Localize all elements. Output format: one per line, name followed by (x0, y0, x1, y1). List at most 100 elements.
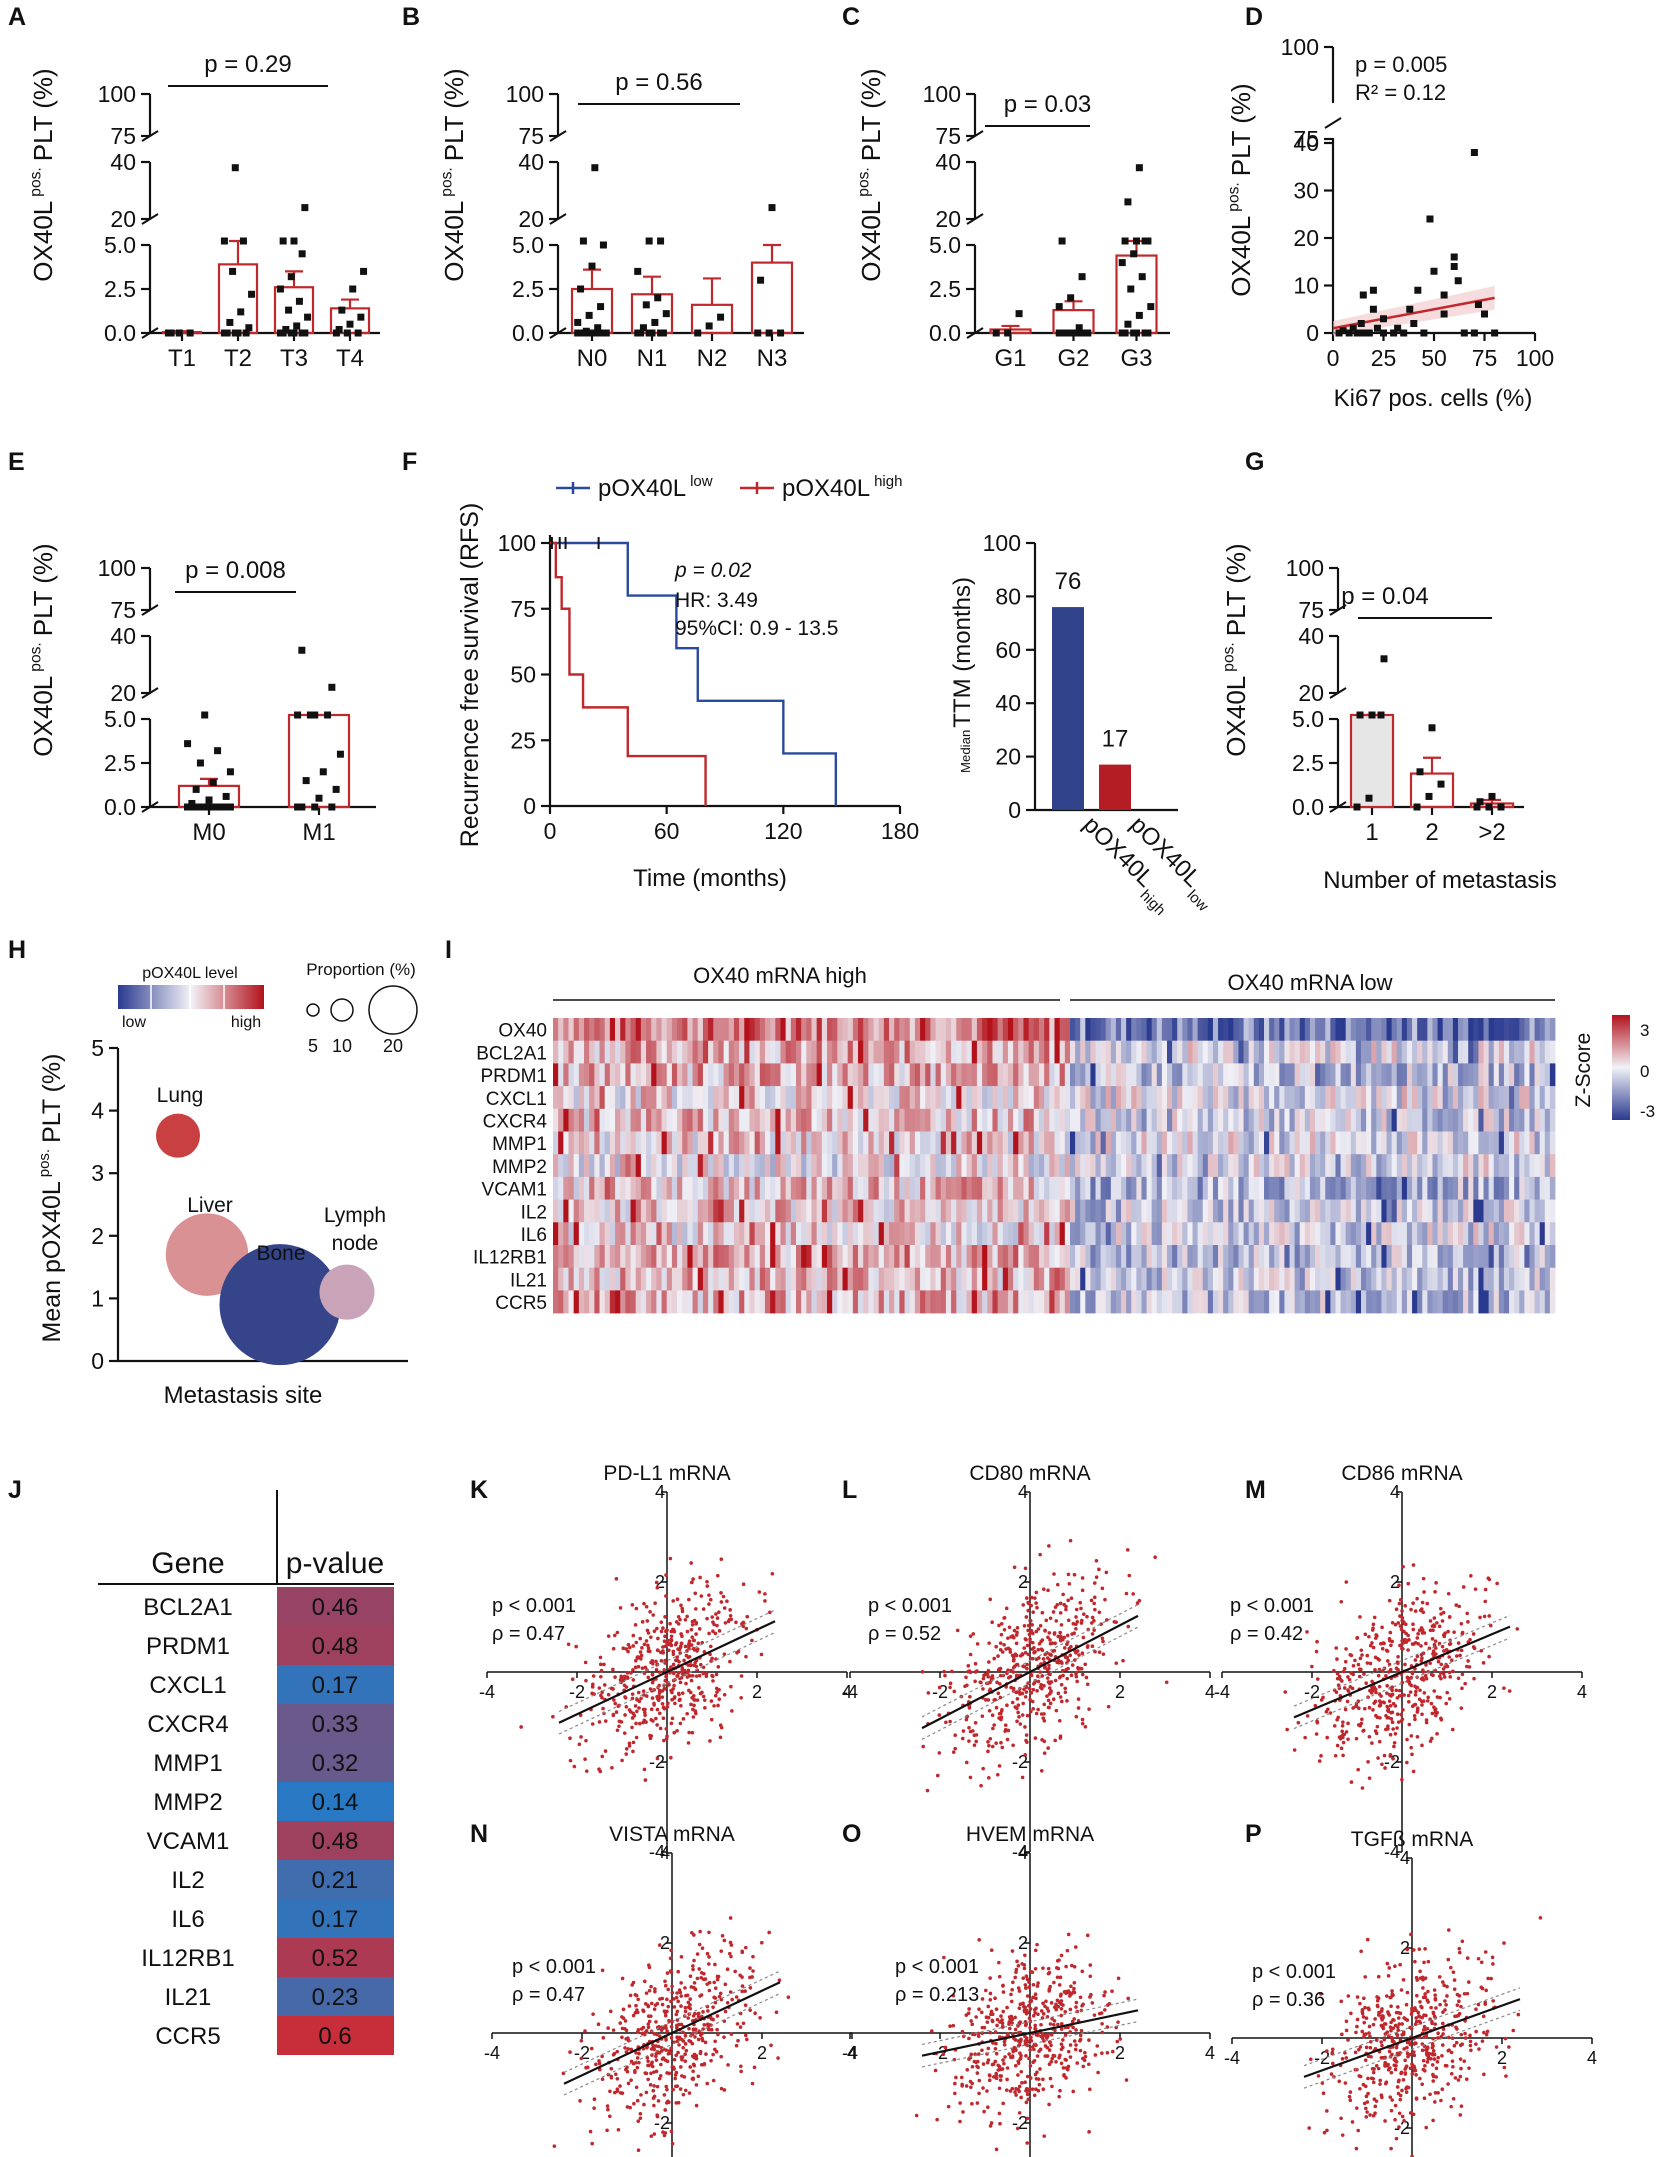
scatter-point (1097, 1567, 1101, 1572)
y-tick-label: 0.0 (104, 320, 136, 346)
heatmap-cell (1279, 1222, 1285, 1246)
data-point (1345, 329, 1353, 337)
data-point (1084, 329, 1092, 337)
scatter-point (1341, 1720, 1345, 1724)
heatmap-cell (1493, 1131, 1500, 1155)
heatmap-cell (1100, 1018, 1107, 1041)
scatter-point (1021, 1701, 1025, 1706)
scatter-point (1422, 1590, 1426, 1594)
scatter-point (1420, 1712, 1424, 1717)
scatter-point (1364, 1681, 1368, 1685)
heatmap-cell (1401, 1199, 1408, 1223)
data-point (657, 237, 665, 245)
scatter-point (1030, 1623, 1034, 1627)
scatter-point (577, 1742, 582, 1747)
scatter-point (594, 2062, 598, 2067)
heatmap-cell (1238, 1131, 1244, 1155)
data-point (1491, 329, 1499, 337)
scatter-point (722, 1652, 727, 1656)
heatmap-cell (966, 1018, 973, 1041)
table-pvalue-cell (277, 1743, 394, 1782)
scatter-point (651, 2043, 655, 2048)
heatmap-cell (1115, 1176, 1122, 1200)
heatmap-cell (889, 1131, 895, 1155)
heatmap-cell (1417, 1154, 1423, 1178)
scatter-point (682, 1658, 686, 1663)
y-axis-label-part: OX40L (1221, 676, 1251, 757)
scatter-point (1431, 1652, 1435, 1656)
scatter-point (1419, 1644, 1423, 1648)
scatter-point (1410, 1670, 1415, 1675)
scatter-point (568, 1736, 572, 1740)
heatmap-cell (940, 1199, 947, 1223)
heatmap-cell (1386, 1063, 1393, 1087)
heatmap-cell (1330, 1108, 1336, 1132)
heatmap-cell (1432, 1040, 1438, 1064)
heatmap-cell (1136, 1086, 1142, 1110)
heatmap-cell (894, 1131, 900, 1155)
heatmap-cell (1023, 1267, 1030, 1291)
heatmap-cell (563, 1267, 569, 1291)
heatmap-cell (1452, 1267, 1459, 1291)
heatmap-cell (806, 1154, 812, 1178)
heatmap-cell (925, 1108, 931, 1132)
heatmap-cell (883, 1108, 890, 1132)
heatmap-cell (630, 1018, 637, 1041)
heatmap-cell (713, 1154, 719, 1178)
scatter-point (751, 1969, 755, 1973)
heatmap-cell (1330, 1018, 1336, 1041)
heatmap-cell (759, 1063, 766, 1087)
heatmap-cell (987, 1290, 993, 1314)
data-point (298, 250, 306, 258)
heatmap-cell (1406, 1199, 1413, 1223)
heatmap-cell (1156, 1290, 1163, 1314)
scatter-point (1358, 1656, 1363, 1661)
heatmap-cell (1509, 1154, 1515, 1178)
scatter-point (1048, 1616, 1053, 1621)
heatmap-cell (1228, 1267, 1234, 1291)
scatter-point (628, 1645, 632, 1650)
heatmap-cell (1105, 1290, 1112, 1314)
heatmap-cell (1126, 1154, 1132, 1178)
heatmap-cell (1315, 1040, 1321, 1064)
heatmap-cell (1493, 1154, 1500, 1178)
scatter-point (1087, 1707, 1091, 1711)
heatmap-cell (1141, 1290, 1147, 1314)
scatter-point (598, 1662, 603, 1667)
scatter-point (1439, 1662, 1444, 1667)
scatter-point (1053, 1738, 1057, 1743)
heatmap-cell (713, 1176, 719, 1200)
heatmap-cell (697, 1018, 704, 1041)
heatmap-cell (1167, 1176, 1173, 1200)
scatter-point (680, 1606, 685, 1611)
heatmap-cell (1075, 1154, 1081, 1178)
heatmap-cell (1136, 1063, 1142, 1087)
scatter-point (679, 1703, 683, 1708)
heatmap-cell (1381, 1199, 1387, 1223)
heatmap-cell (899, 1245, 905, 1268)
heatmap-cell (573, 1063, 580, 1087)
scatter-point (1028, 1697, 1032, 1702)
heatmap-cell (1192, 1290, 1199, 1314)
heatmap-cell (1412, 1131, 1418, 1155)
scatter-point (1399, 1627, 1404, 1632)
heatmap-cell (1279, 1086, 1285, 1110)
heatmap-cell (1315, 1108, 1321, 1132)
heatmap-cell (1335, 1154, 1341, 1178)
heatmap-cell (646, 1222, 652, 1246)
scatter-point (602, 1662, 606, 1667)
heatmap-cell (816, 1290, 823, 1314)
heatmap-cell (1524, 1018, 1530, 1041)
scatter-point (694, 2083, 699, 2087)
scatter-point (1420, 1656, 1424, 1661)
heatmap-cell (1028, 1040, 1035, 1064)
scatter-point (1447, 1670, 1452, 1675)
data-point (1426, 215, 1434, 223)
scatter-point (716, 2032, 720, 2037)
heatmap-cell (961, 1176, 967, 1200)
scatter-point (631, 1668, 635, 1672)
scatter-point (1413, 1717, 1417, 1722)
heatmap-cell (1396, 1108, 1403, 1132)
heatmap-cell (671, 1199, 678, 1223)
legend-label-sup: high (874, 473, 902, 490)
